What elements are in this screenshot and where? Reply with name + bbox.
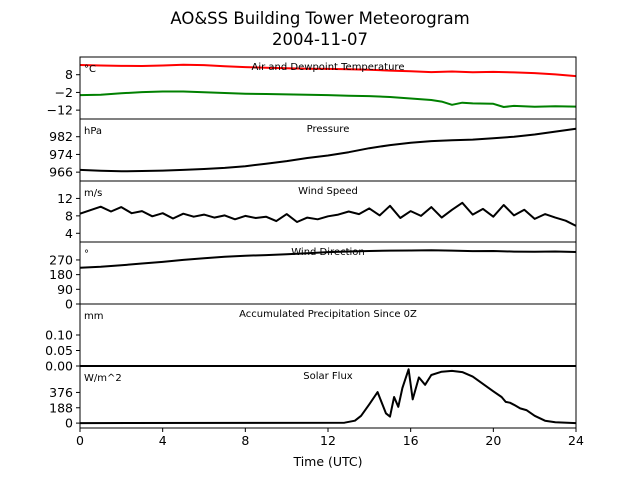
x-tick-label: 4 — [159, 433, 167, 448]
x-tick-label: 20 — [485, 433, 501, 448]
panel-title: Pressure — [307, 124, 350, 135]
panel-title: Accumulated Precipitation Since 0Z — [239, 309, 417, 320]
series-line-6-1 — [79, 368, 577, 425]
y-tick-label: 0 — [65, 297, 73, 312]
panel-title: Solar Flux — [303, 371, 353, 382]
unit-label: W/m^2 — [84, 373, 122, 384]
panel-1: 8 −2 −12 Air and Dewpoint Temperature °C — [47, 56, 577, 120]
x-tick-label: 12 — [320, 433, 336, 448]
x-tick-label: 8 — [241, 433, 249, 448]
y-tick-label: 0.05 — [45, 343, 73, 358]
y-tick-label: 4 — [65, 226, 73, 241]
panel-title: Wind Speed — [298, 186, 358, 197]
y-tick-label: 966 — [49, 165, 73, 180]
y-tick-label: 8 — [65, 67, 73, 82]
y-tick-label: 982 — [49, 129, 73, 144]
unit-label: hPa — [84, 126, 102, 137]
series-line-4-1 — [79, 249, 577, 269]
unit-label: mm — [84, 311, 103, 322]
y-tick-label: −2 — [55, 85, 73, 100]
y-tick-label: 376 — [49, 385, 73, 400]
x-tick-label: 0 — [76, 433, 84, 448]
y-tick-label: 0.00 — [45, 359, 73, 374]
unit-label: ° — [84, 249, 89, 260]
y-tick-label: 0.10 — [45, 328, 73, 343]
series-line-1-2 — [79, 90, 577, 108]
panel-2: 982 974 966 Pressure hPa — [49, 118, 577, 182]
y-tick-label: 0 — [65, 416, 73, 431]
x-axis-label: Time (UTC) — [292, 454, 362, 469]
panel-title: Wind Direction — [291, 247, 365, 258]
panel-title: Air and Dewpoint Temperature — [252, 62, 405, 73]
unit-label: m/s — [84, 188, 102, 199]
y-tick-label: 180 — [49, 267, 73, 282]
y-tick-label: −12 — [47, 103, 73, 118]
y-tick-label: 90 — [57, 282, 73, 297]
y-tick-label: 270 — [49, 252, 73, 267]
y-tick-label: 974 — [49, 147, 73, 162]
series-line-3-1 — [79, 201, 577, 227]
y-tick-label: 8 — [65, 208, 73, 223]
figure-title: AO&SS Building Tower Meteorogram — [170, 9, 469, 28]
x-tick-label: 16 — [403, 433, 419, 448]
y-tick-label: 188 — [49, 400, 73, 415]
y-tick-label: 12 — [57, 191, 73, 206]
series-line-1-1 — [79, 63, 577, 78]
unit-label: °C — [84, 64, 96, 75]
series-line-2-1 — [79, 127, 577, 173]
figure-subtitle: 2004-11-07 — [272, 30, 368, 49]
x-tick-label: 24 — [568, 433, 584, 448]
